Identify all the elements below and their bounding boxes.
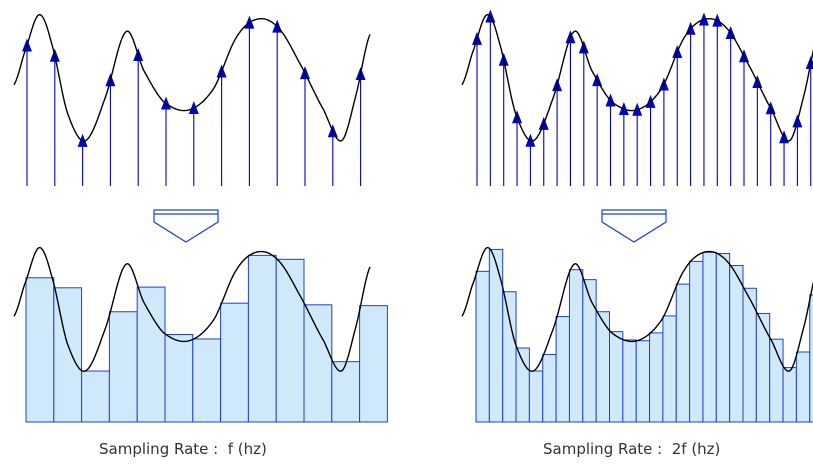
caption-sampling-rate-2f: Sampling Rate : 2f (hz) xyxy=(543,440,721,458)
sample-hold-bar xyxy=(25,277,55,423)
sample-hold-bars-left xyxy=(25,254,388,423)
waveform-top-left xyxy=(13,13,371,142)
sample-hold-bar xyxy=(609,331,624,423)
sample-hold-bar xyxy=(81,370,110,423)
sample-hold-bar xyxy=(247,254,277,423)
waveform-bottom-right xyxy=(461,246,813,372)
waveform-bottom-left xyxy=(13,246,371,372)
down-chevron-icon xyxy=(153,209,219,243)
sample-hold-bar xyxy=(515,347,530,423)
sample-hold-bar xyxy=(649,332,664,423)
sample-hold-bar xyxy=(275,258,305,423)
sampled-arrows-left xyxy=(22,15,366,186)
sample-hold-bar xyxy=(164,334,194,423)
waveform-top-right xyxy=(461,13,813,142)
sample-hold-bar xyxy=(108,311,138,423)
sample-hold-bars-right xyxy=(475,248,813,423)
sample-hold-bar xyxy=(331,361,361,423)
sample-hold-bar xyxy=(689,260,704,423)
sample-hold-bar xyxy=(488,248,504,423)
sample-hold-bar xyxy=(582,279,597,423)
sample-hold-bar xyxy=(635,340,651,423)
sample-hold-bar xyxy=(622,339,637,423)
sample-hold-bar xyxy=(555,316,570,423)
sample-hold-bar xyxy=(715,252,731,423)
sample-hold-bar xyxy=(303,304,333,423)
sample-hold-bar xyxy=(359,305,388,423)
sample-hold-bar xyxy=(755,312,771,423)
sample-hold-bar xyxy=(675,283,691,423)
sample-hold-bar xyxy=(729,265,744,423)
sampled-arrows-right xyxy=(472,9,813,186)
sample-hold-bar xyxy=(192,338,222,423)
sample-hold-bar xyxy=(502,291,517,423)
sample-hold-bar xyxy=(809,294,813,423)
sample-hold-bar xyxy=(528,370,544,423)
sample-hold-bar xyxy=(475,270,490,423)
sample-hold-bar xyxy=(782,367,797,423)
panel-right-2f xyxy=(461,9,813,423)
down-chevron-icon xyxy=(601,209,667,243)
sample-hold-bar xyxy=(702,251,717,423)
sample-hold-bar xyxy=(568,269,584,423)
sample-hold-bar xyxy=(662,315,677,423)
sample-hold-bar xyxy=(220,302,249,423)
sample-hold-bar xyxy=(136,286,166,423)
panel-left-f xyxy=(13,13,388,423)
sample-hold-bar xyxy=(53,287,83,423)
caption-sampling-rate-f: Sampling Rate : f (hz) xyxy=(99,440,267,458)
sample-hold-bar xyxy=(542,353,557,423)
sample-hold-bar xyxy=(795,351,811,423)
